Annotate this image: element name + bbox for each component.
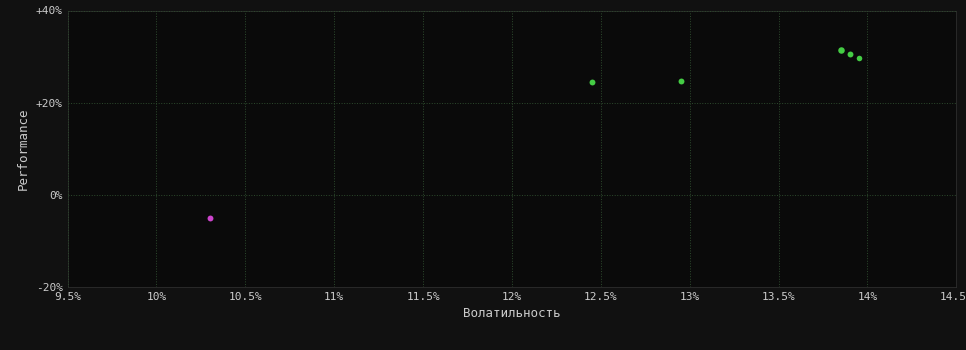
Point (833, 47, 848, 52)
Point (202, 215, 217, 221)
Point (673, 78, 689, 83)
X-axis label: Волатильность: Волатильность (464, 307, 560, 320)
Point (851, 55, 867, 60)
Point (584, 79, 600, 85)
Point (842, 51, 858, 57)
Y-axis label: Performance: Performance (17, 107, 30, 190)
